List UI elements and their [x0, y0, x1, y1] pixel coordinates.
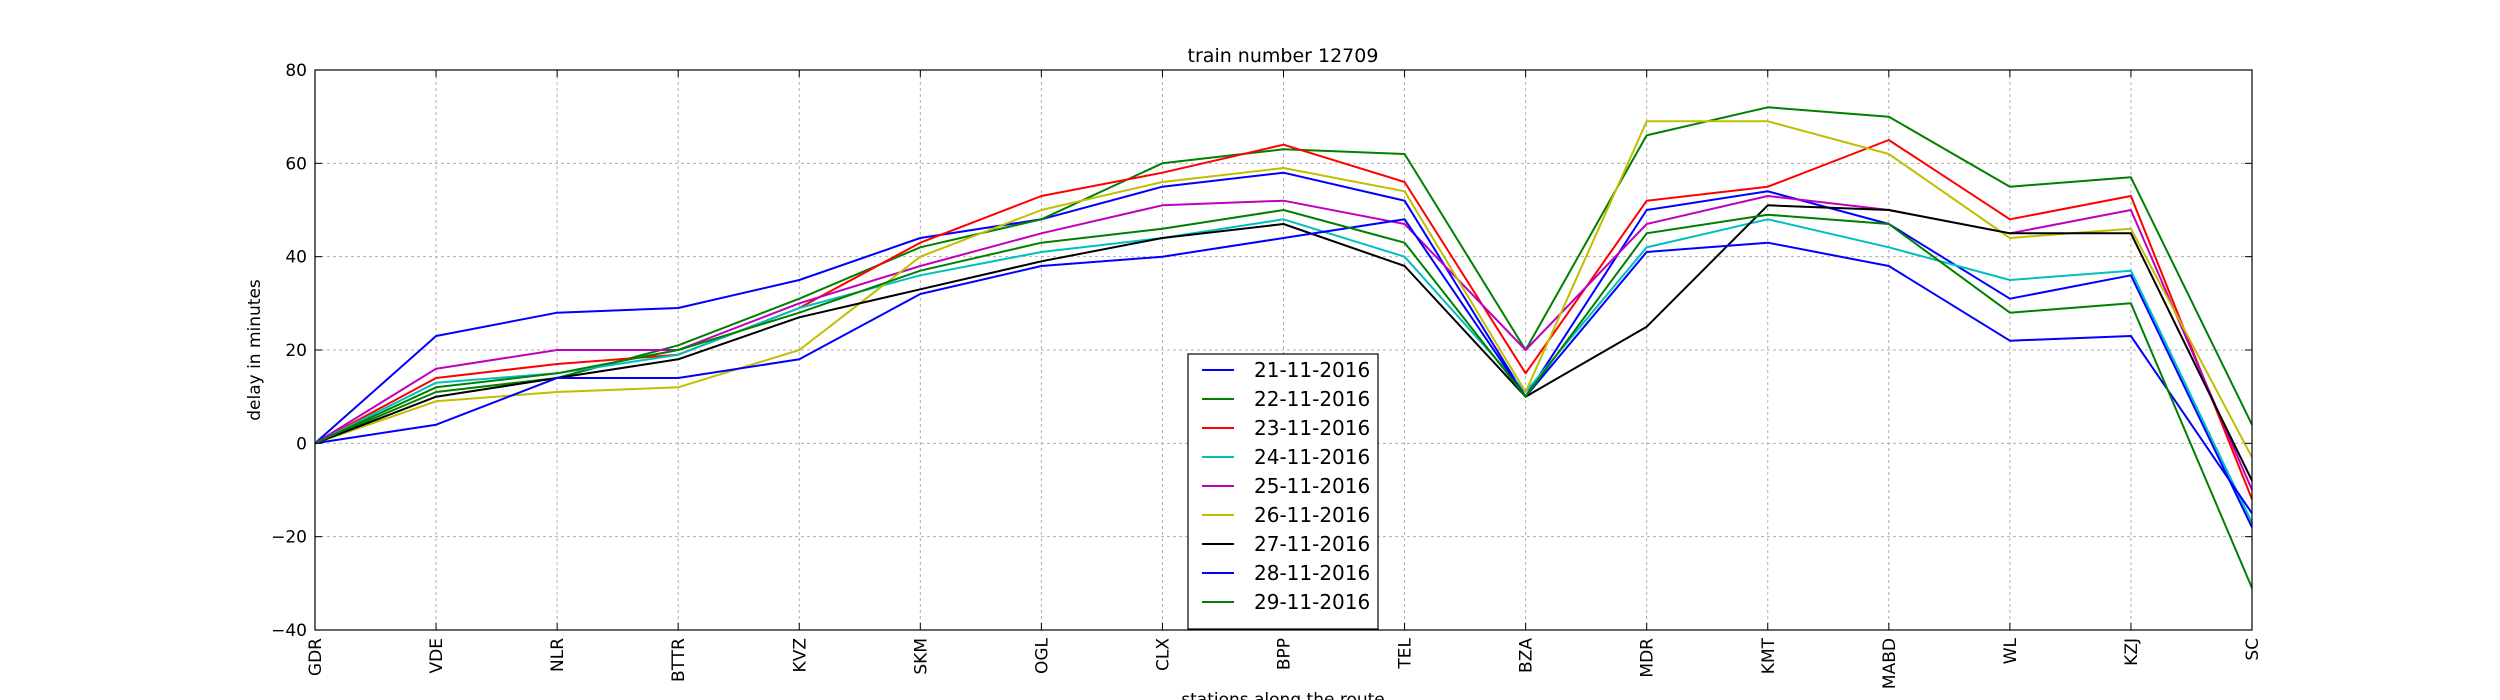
x-tick-label: KZJ [2122, 638, 2142, 666]
x-tick-label: OGL [1032, 637, 1052, 674]
legend-entry: 23-11-2016 [1254, 416, 1370, 440]
x-tick-label: KVZ [790, 638, 810, 672]
x-tick-label: CLX [1153, 638, 1173, 671]
x-tick-label: KMT [1759, 637, 1779, 674]
y-tick-label: 60 [285, 154, 307, 174]
y-tick-label: 80 [285, 61, 307, 81]
y-tick-label: 0 [296, 434, 307, 454]
x-axis-label: stations along the route [1181, 690, 1385, 700]
legend-entry: 22-11-2016 [1254, 387, 1370, 411]
chart-title: train number 12709 [1188, 45, 1379, 67]
x-tick-label: SKM [911, 638, 931, 675]
x-tick-label: TEL [1396, 637, 1416, 669]
legend: 21-11-2016 22-11-2016 23-11-2016 24-11-2016… [1187, 353, 1379, 630]
x-tick-label: NLR [548, 638, 568, 672]
x-tick-label: BZA [1517, 638, 1537, 673]
x-tick-label: MABD [1880, 638, 1900, 689]
series-line-29-11-2016 [314, 209, 2253, 589]
axis-ticks: −40 −20 0 20 40 60 80 GDR VDE NLR BTTR KVZ SKM OGL CLX… [271, 61, 2263, 689]
series-lines [314, 106, 2253, 589]
x-tick-label: VDE [427, 638, 447, 673]
x-tick-label: SC [2243, 638, 2263, 661]
legend-entry: 24-11-2016 [1254, 445, 1370, 469]
y-tick-label: −20 [271, 528, 307, 548]
series-line-26-11-2016 [314, 120, 2253, 458]
legend-entry: 28-11-2016 [1254, 561, 1370, 585]
legend-entry: 29-11-2016 [1254, 590, 1370, 614]
legend-entry: 25-11-2016 [1254, 474, 1370, 498]
legend-entry: 21-11-2016 [1254, 358, 1370, 382]
x-tick-label: BPP [1275, 638, 1295, 670]
x-tick-label: BTTR [669, 638, 689, 682]
x-tick-label: GDR [306, 638, 326, 676]
y-tick-label: 20 [285, 341, 307, 361]
y-axis-label: delay in minutes [245, 279, 265, 421]
legend-entry: 26-11-2016 [1254, 503, 1370, 527]
series-line-27-11-2016 [314, 204, 2253, 482]
series-line-22-11-2016 [314, 106, 2253, 445]
y-tick-label: 40 [285, 248, 307, 268]
series-line-24-11-2016 [314, 218, 2253, 524]
legend-entry: 27-11-2016 [1254, 532, 1370, 556]
x-tick-label: WL [2001, 637, 2021, 664]
x-tick-label: MDR [1638, 638, 1658, 678]
series-line-21-11-2016 [314, 171, 2253, 528]
y-tick-label: −40 [271, 621, 307, 641]
series-line-28-11-2016 [314, 218, 2253, 514]
